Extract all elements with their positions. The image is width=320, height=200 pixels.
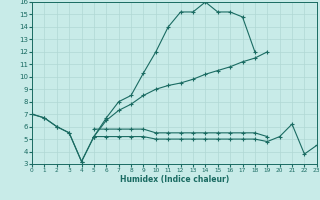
X-axis label: Humidex (Indice chaleur): Humidex (Indice chaleur) (120, 175, 229, 184)
